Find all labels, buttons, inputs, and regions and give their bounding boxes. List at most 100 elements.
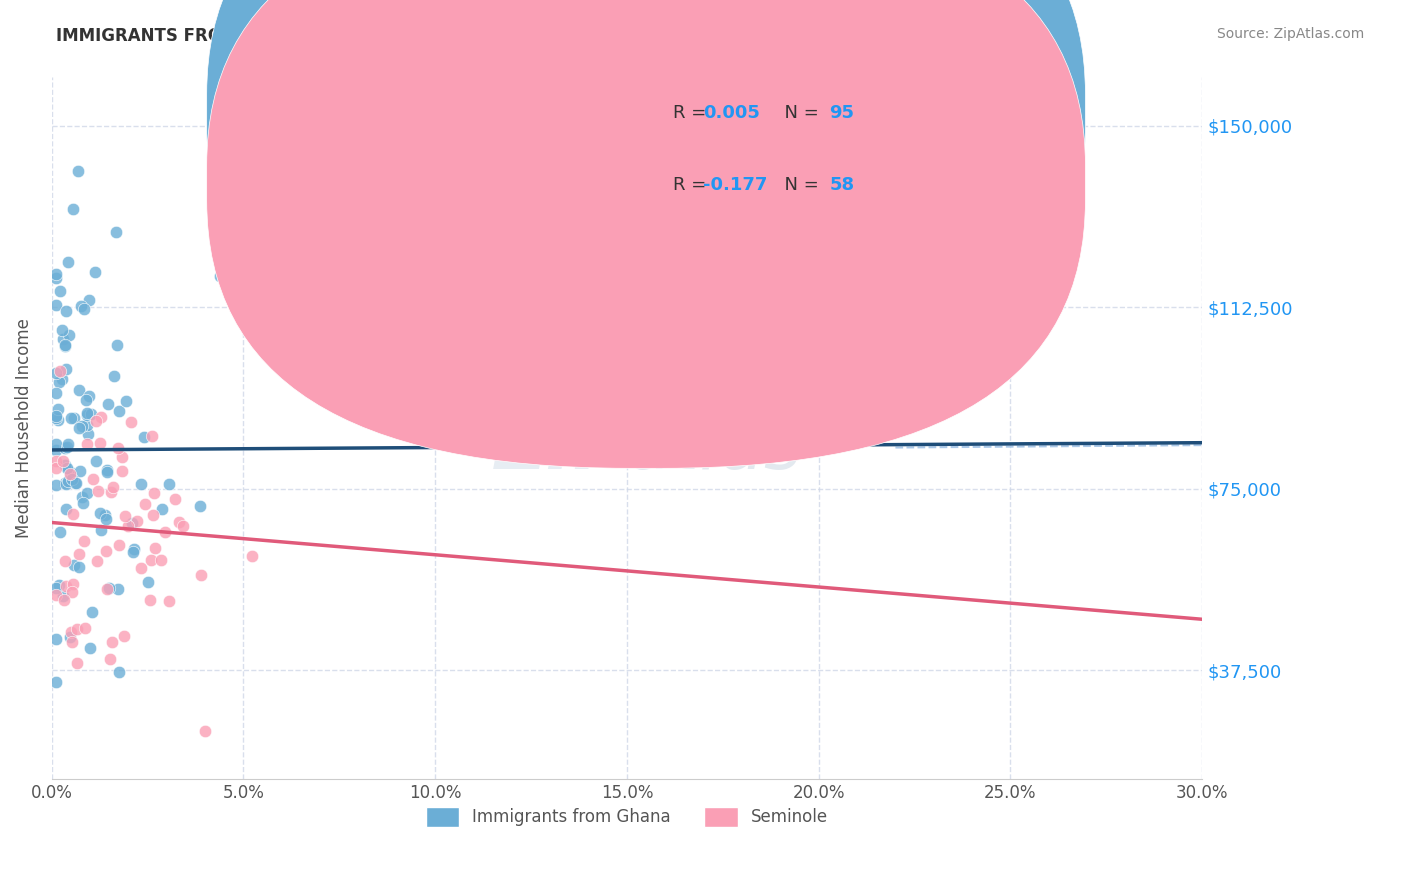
Point xyxy=(49,364,72,378)
Point xyxy=(75,392,97,407)
Point xyxy=(77,427,100,442)
Point xyxy=(45,632,67,646)
Point xyxy=(55,501,77,516)
Point xyxy=(114,509,136,524)
Point xyxy=(76,417,98,432)
Point xyxy=(76,436,98,450)
Text: R =: R = xyxy=(673,176,713,194)
Point xyxy=(115,394,138,409)
Point xyxy=(129,561,152,575)
Point xyxy=(48,375,70,389)
Point xyxy=(45,267,67,281)
Point xyxy=(139,553,162,567)
Point xyxy=(79,407,101,421)
Point xyxy=(45,443,67,458)
Point xyxy=(59,411,82,425)
Point xyxy=(66,622,89,636)
Point xyxy=(66,656,89,670)
Point xyxy=(124,542,146,557)
Point xyxy=(67,384,90,398)
Point xyxy=(55,339,77,353)
Point xyxy=(105,337,128,351)
Point xyxy=(45,461,67,475)
Point xyxy=(45,675,67,690)
Legend: Immigrants from Ghana, Seminole: Immigrants from Ghana, Seminole xyxy=(419,800,835,834)
Point xyxy=(51,323,73,337)
Point xyxy=(111,450,134,464)
Point xyxy=(101,635,124,649)
Point xyxy=(62,411,84,425)
Point xyxy=(45,478,67,492)
Point xyxy=(136,574,159,589)
Point xyxy=(49,284,72,298)
Point xyxy=(209,268,232,283)
Point xyxy=(107,582,129,596)
Point xyxy=(84,414,107,428)
Point xyxy=(90,410,112,425)
Point xyxy=(45,453,67,467)
Point xyxy=(73,534,96,549)
Point xyxy=(188,500,211,514)
Text: 95: 95 xyxy=(830,104,855,122)
Point xyxy=(53,458,76,472)
Point xyxy=(58,327,80,342)
Point xyxy=(45,409,67,423)
Point xyxy=(190,568,212,582)
Point xyxy=(122,545,145,559)
Point xyxy=(45,411,67,425)
Point xyxy=(56,460,79,475)
Point xyxy=(79,641,101,656)
Point xyxy=(56,440,79,454)
Point xyxy=(163,492,186,507)
Point xyxy=(152,501,174,516)
Text: atlas: atlas xyxy=(627,415,801,483)
Point xyxy=(45,581,67,595)
Point xyxy=(51,372,73,386)
Point xyxy=(143,485,166,500)
Point xyxy=(70,299,93,313)
Point xyxy=(172,519,194,533)
Point xyxy=(77,389,100,403)
Point xyxy=(86,554,108,568)
Point xyxy=(157,594,180,608)
Point xyxy=(52,593,75,607)
Text: R =: R = xyxy=(673,104,713,122)
Point xyxy=(104,225,127,239)
Point xyxy=(108,665,131,679)
Point xyxy=(67,164,90,178)
Point xyxy=(134,497,156,511)
Point xyxy=(108,404,131,418)
Text: N =: N = xyxy=(773,104,825,122)
Point xyxy=(242,549,264,563)
Point xyxy=(142,508,165,522)
Point xyxy=(89,506,111,520)
Point xyxy=(93,508,115,522)
Point xyxy=(52,454,75,468)
Point xyxy=(132,430,155,444)
Point xyxy=(62,202,84,216)
Point xyxy=(63,476,86,491)
Point xyxy=(60,635,83,649)
Point xyxy=(110,464,132,478)
Point xyxy=(59,465,82,479)
Point xyxy=(48,578,70,592)
Point xyxy=(76,486,98,500)
Point xyxy=(75,621,97,635)
Point xyxy=(155,524,177,539)
Point xyxy=(76,406,98,420)
Point xyxy=(56,437,79,451)
Point xyxy=(82,472,104,486)
Point xyxy=(49,524,72,539)
Point xyxy=(55,304,77,318)
Point xyxy=(97,581,120,595)
Point xyxy=(45,437,67,451)
Point xyxy=(73,302,96,317)
Point xyxy=(143,541,166,555)
Point xyxy=(59,467,82,481)
Point xyxy=(70,419,93,434)
Text: N =: N = xyxy=(773,176,825,194)
Point xyxy=(55,477,77,491)
Point xyxy=(45,270,67,285)
Point xyxy=(62,507,84,521)
Point xyxy=(53,554,76,568)
